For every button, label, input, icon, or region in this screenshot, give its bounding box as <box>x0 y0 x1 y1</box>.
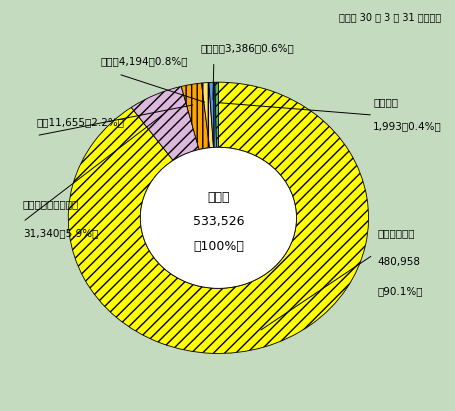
Text: 480,958: 480,958 <box>378 257 421 267</box>
Wedge shape <box>181 83 210 150</box>
Text: 施設数: 施設数 <box>207 191 230 204</box>
Text: 劇物11,655（2.2%）: 劇物11,655（2.2%） <box>36 118 124 127</box>
Text: 31,340（5.9%）: 31,340（5.9%） <box>23 229 98 238</box>
Text: 533,526: 533,526 <box>192 215 244 229</box>
Text: （90.1%）: （90.1%） <box>378 286 423 296</box>
Wedge shape <box>68 82 369 353</box>
Text: 圧縮アセチレンガス: 圧縮アセチレンガス <box>23 200 79 210</box>
Text: 1,993（0.4%）: 1,993（0.4%） <box>373 122 442 132</box>
Text: 無水硫酸: 無水硫酸 <box>373 97 398 107</box>
Text: 液化石油ガス: 液化石油ガス <box>378 229 415 238</box>
Wedge shape <box>209 82 217 148</box>
Text: 生石灰　3,386（0.6%）: 生石灰 3,386（0.6%） <box>200 44 294 53</box>
Text: （100%）: （100%） <box>193 240 244 253</box>
Text: 毒物　4,194（0.8%）: 毒物 4,194（0.8%） <box>100 56 187 66</box>
Wedge shape <box>202 83 213 148</box>
Wedge shape <box>215 82 218 147</box>
Text: （平成 30 年 3 月 31 日現在）: （平成 30 年 3 月 31 日現在） <box>339 12 441 22</box>
Circle shape <box>140 147 297 289</box>
Wedge shape <box>131 86 199 160</box>
